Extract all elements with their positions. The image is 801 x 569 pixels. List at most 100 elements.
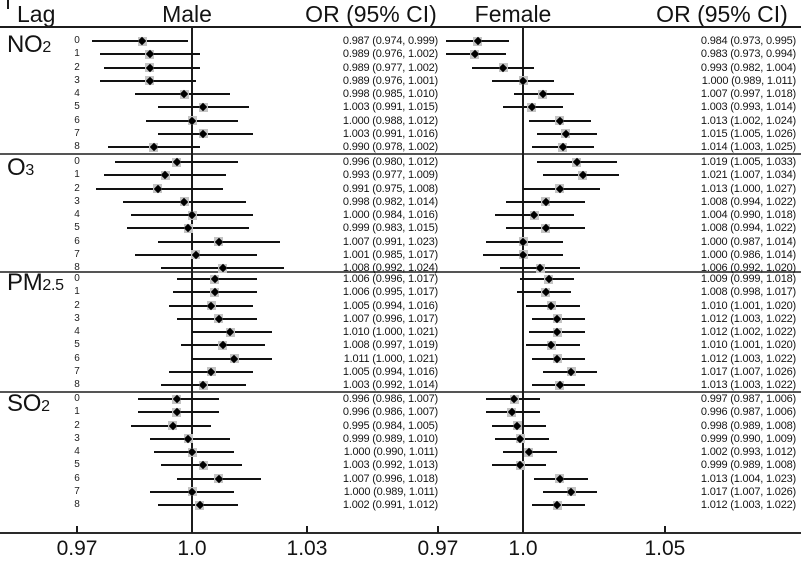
female-or-value: 1.008 (0.994, 1.022) <box>700 222 796 235</box>
male-or-value: 1.011 (1.000, 1.021) <box>343 352 438 365</box>
corner-mark <box>7 0 9 9</box>
lag-value: 0 <box>74 156 80 167</box>
lag-value: 3 <box>74 74 80 86</box>
male-or-value: 0.996 (0.986, 1.007) <box>342 393 438 405</box>
group-label-o3: O3 <box>7 154 34 182</box>
male-or-value: 1.000 (0.988, 1.012) <box>342 114 438 127</box>
male-or-value: 0.998 (0.985, 1.010) <box>342 88 438 100</box>
lag-value: 3 <box>74 312 80 324</box>
lag-value: 4 <box>74 209 80 220</box>
male-or-value: 1.006 (0.995, 1.017) <box>342 286 438 299</box>
lag-value: 4 <box>74 326 80 337</box>
male-or-value: 1.003 (0.992, 1.013) <box>342 459 438 472</box>
group-label-subscript: 3 <box>25 162 34 179</box>
male-or-value: 0.993 (0.977, 1.009) <box>342 169 438 182</box>
column-header-female: Female <box>474 1 552 27</box>
lag-value: 6 <box>74 235 80 247</box>
lag-value: 1 <box>74 48 80 60</box>
female-or-value: 0.999 (0.990, 1.009) <box>700 432 796 445</box>
male-or-value: 0.987 (0.974, 0.999) <box>342 35 438 47</box>
female-or-value: 0.996 (0.987, 1.006) <box>700 406 796 419</box>
group-label-main: NO <box>7 31 43 58</box>
male-axis-tick <box>305 526 308 533</box>
female-or-value: 1.004 (0.990, 1.018) <box>700 209 796 221</box>
column-header-or-female: OR (95% CI) <box>656 1 788 27</box>
female-or-value: 1.008 (0.998, 1.017) <box>700 286 796 299</box>
lag-value: 8 <box>74 262 80 273</box>
lag-value: 6 <box>74 472 80 484</box>
female-or-value: 1.010 (1.001, 1.020) <box>700 339 796 352</box>
male-axis-tick-label: 1.03 <box>286 537 328 560</box>
female-or-value: 1.003 (0.993, 1.014) <box>700 101 796 114</box>
lag-value: 3 <box>74 432 80 444</box>
lag-value: 2 <box>74 61 80 73</box>
female-or-value: 0.993 (0.982, 1.004) <box>700 61 796 74</box>
lag-value: 7 <box>74 127 80 139</box>
lag-value: 4 <box>74 88 80 99</box>
female-or-value: 0.983 (0.973, 0.994) <box>700 48 796 61</box>
male-reference-line <box>191 28 193 533</box>
female-or-value: 1.009 (0.999, 1.018) <box>700 273 796 285</box>
female-or-value: 1.015 (1.005, 1.026) <box>700 127 796 140</box>
male-or-value: 1.001 (0.985, 1.017) <box>342 248 438 261</box>
lag-value: 8 <box>74 499 80 510</box>
female-or-value: 0.984 (0.973, 0.995) <box>700 35 796 47</box>
male-or-value: 1.006 (0.996, 1.017) <box>342 273 438 285</box>
female-or-value: 0.999 (0.989, 1.008) <box>700 459 796 472</box>
male-or-value: 0.989 (0.976, 1.001) <box>342 74 438 87</box>
male-or-value: 0.991 (0.975, 1.008) <box>342 182 438 195</box>
group-label-main: O <box>7 154 26 181</box>
male-or-value: 1.003 (0.991, 1.016) <box>342 127 438 140</box>
female-or-value: 1.012 (1.003, 1.022) <box>700 499 796 511</box>
male-or-value: 1.010 (1.000, 1.021) <box>342 326 438 338</box>
header-divider-line <box>0 26 801 28</box>
male-or-value: 0.989 (0.976, 1.002) <box>342 48 438 61</box>
male-or-value: 1.008 (0.997, 1.019) <box>342 339 438 352</box>
lag-value: 5 <box>74 101 80 113</box>
lag-value: 8 <box>74 379 80 390</box>
section-divider-pm25-so2 <box>0 391 801 393</box>
lag-value: 7 <box>74 248 80 260</box>
female-or-value: 1.013 (1.003, 1.022) <box>700 379 796 391</box>
male-or-value: 0.999 (0.983, 1.015) <box>342 222 438 235</box>
female-or-value: 1.012 (1.003, 1.022) <box>700 312 796 325</box>
male-or-value: 1.003 (0.991, 1.015) <box>342 101 438 114</box>
lag-value: 1 <box>74 406 80 418</box>
section-divider-no2-o3 <box>0 153 801 155</box>
female-or-value: 1.002 (0.993, 1.012) <box>700 446 796 458</box>
female-or-value: 1.010 (1.001, 1.020) <box>700 299 796 312</box>
lag-value: 0 <box>74 273 80 284</box>
female-axis-tick <box>663 526 666 533</box>
lag-value: 2 <box>74 182 80 194</box>
female-axis-tick-label: 1.0 <box>508 537 538 560</box>
lag-value: 7 <box>74 485 80 497</box>
female-reference-line <box>522 28 524 533</box>
column-header-or-male: OR (95% CI) <box>305 1 437 27</box>
female-or-value: 0.998 (0.989, 1.008) <box>700 419 796 432</box>
lag-value: 4 <box>74 446 80 457</box>
group-label-subscript: 2 <box>41 398 50 415</box>
male-or-value: 1.000 (0.984, 1.016) <box>342 209 438 221</box>
column-header-male: Male <box>162 1 212 27</box>
female-or-value: 1.007 (0.997, 1.018) <box>700 88 796 100</box>
male-axis-tick-label: 0.97 <box>56 537 98 560</box>
female-axis-tick <box>436 526 439 533</box>
group-label-subscript: 2.5 <box>42 277 64 294</box>
lag-value: 6 <box>74 114 80 126</box>
male-or-value: 0.999 (0.989, 1.010) <box>342 432 438 445</box>
lag-value: 2 <box>74 419 80 431</box>
lag-value: 0 <box>74 35 80 46</box>
group-label-subscript: 2 <box>42 39 52 56</box>
lag-value: 2 <box>74 299 80 311</box>
lag-value: 1 <box>74 286 80 298</box>
column-header-lag: Lag <box>17 1 56 27</box>
female-or-value: 1.019 (1.005, 1.033) <box>700 156 796 168</box>
lag-value: 5 <box>74 459 80 471</box>
female-or-value: 1.013 (1.004, 1.023) <box>700 472 796 485</box>
male-or-value: 1.005 (0.994, 1.016) <box>342 299 438 312</box>
group-label-no2: NO2 <box>7 31 51 59</box>
female-or-value: 1.017 (1.007, 1.026) <box>700 365 796 378</box>
lag-value: 0 <box>74 393 80 404</box>
male-or-value: 0.989 (0.977, 1.002) <box>342 61 438 74</box>
male-or-value: 1.007 (0.996, 1.018) <box>342 472 438 485</box>
